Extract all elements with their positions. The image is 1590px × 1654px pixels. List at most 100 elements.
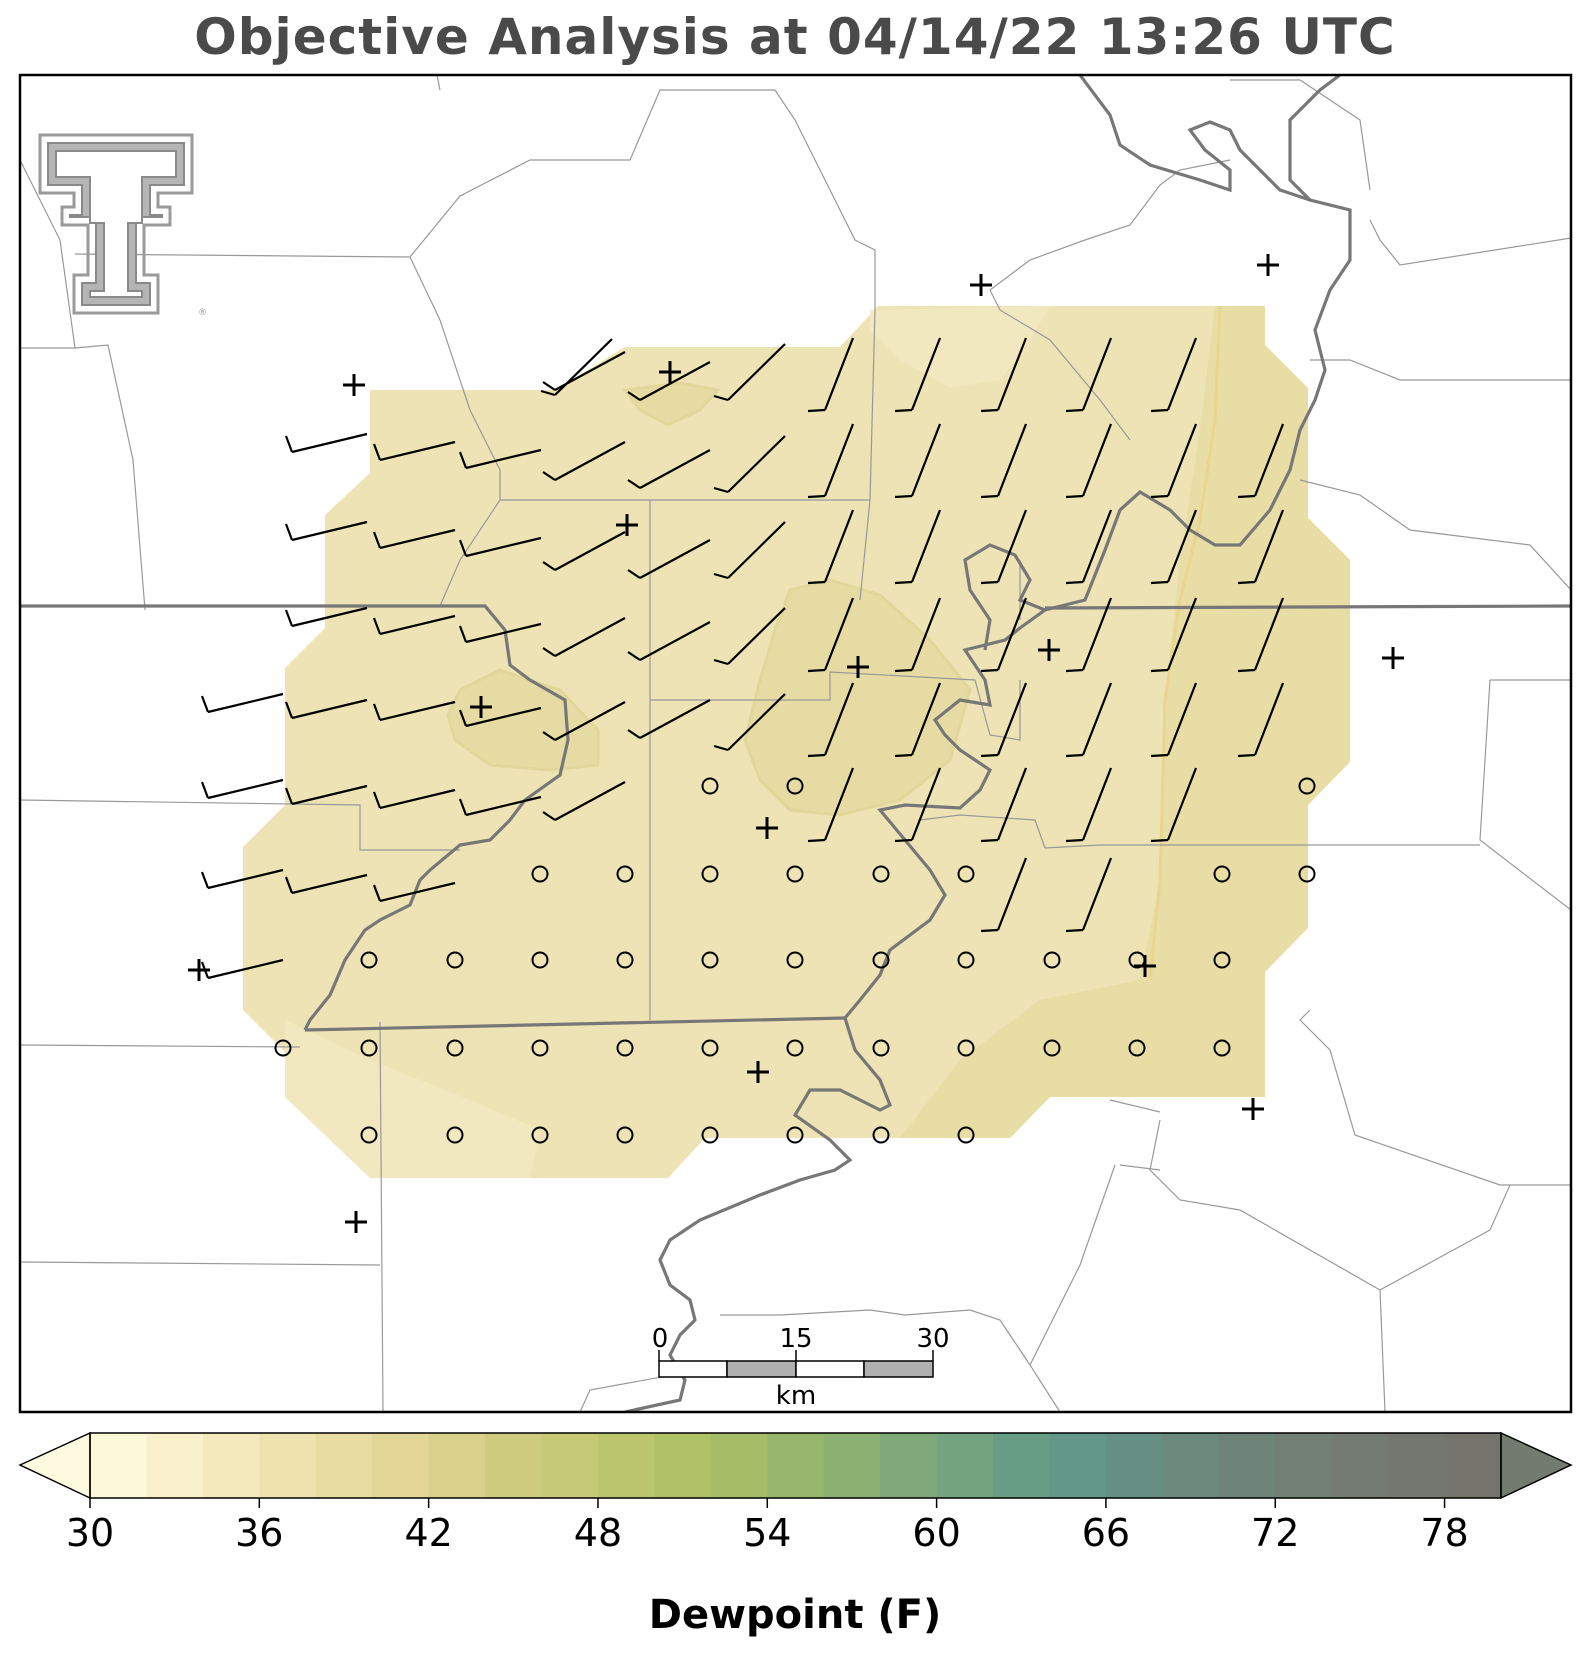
wind-barb <box>1065 509 1113 585</box>
wind-barb <box>284 606 368 628</box>
calm-wind-markers <box>274 777 1316 1144</box>
colorbar-tick-label: 66 <box>1082 1511 1130 1555</box>
calm-wind-circle <box>957 1126 975 1144</box>
calm-wind-circle <box>786 951 804 969</box>
calm-wind-circle <box>872 1039 890 1057</box>
wind-barbs <box>200 337 1285 980</box>
station-plus-marker <box>747 1061 769 1083</box>
wind-barb <box>980 767 1028 843</box>
station-plus-marker <box>188 959 210 981</box>
wind-barb <box>540 338 613 397</box>
wind-barb <box>1150 682 1198 758</box>
scale-label-0: 0 <box>652 1324 669 1354</box>
wind-barb <box>284 873 368 895</box>
colorbar-cell <box>428 1433 486 1498</box>
wind-barb <box>1065 857 1113 933</box>
calm-wind-circle <box>1213 1039 1231 1057</box>
wind-barb <box>894 767 942 843</box>
wind-barb <box>542 781 626 821</box>
calm-wind-circle <box>531 1039 549 1057</box>
river-mississippi-upper <box>1078 75 1311 202</box>
colorbar-cell <box>710 1433 768 1498</box>
colorbar-cell <box>1049 1433 1107 1498</box>
wind-barb <box>1237 423 1285 499</box>
river-ohio-lower <box>624 1017 893 1412</box>
wind-barb <box>1150 597 1198 673</box>
calm-wind-circle <box>1043 1039 1061 1057</box>
scale-unit: km <box>776 1381 816 1411</box>
calm-wind-circle <box>1128 1039 1146 1057</box>
wind-barb <box>713 521 786 580</box>
station-plus-marker <box>345 1211 367 1233</box>
wind-barb <box>980 857 1028 933</box>
wind-barb <box>1065 767 1113 843</box>
calm-wind-circle <box>701 951 719 969</box>
calm-wind-circle <box>701 1039 719 1057</box>
calm-wind-circle <box>872 951 890 969</box>
colorbar-cell <box>823 1433 881 1498</box>
wind-barb <box>1150 423 1198 499</box>
station-markers <box>188 254 1404 1233</box>
wind-barb <box>284 520 368 542</box>
station-plus-marker <box>756 817 778 839</box>
calm-wind-circle <box>872 865 890 883</box>
wind-barb <box>200 692 284 714</box>
wind-barb <box>627 361 711 401</box>
colorbar-cell <box>654 1433 712 1498</box>
wind-barb <box>200 868 284 890</box>
calm-wind-circle <box>446 1039 464 1057</box>
colorbar-cell <box>1162 1433 1220 1498</box>
station-plus-marker <box>1382 647 1404 669</box>
wind-barb <box>458 622 542 644</box>
wind-barb <box>980 509 1028 585</box>
river-kaskaskia <box>963 543 1046 651</box>
wind-barb <box>372 700 456 722</box>
colorbar-cell <box>485 1433 543 1498</box>
colorbar-cell <box>767 1433 825 1498</box>
colorbar-cell <box>1444 1433 1502 1498</box>
wind-barb <box>713 435 786 494</box>
colorbar-cell <box>597 1433 655 1498</box>
calm-wind-circle <box>616 951 634 969</box>
wind-barb <box>200 778 284 800</box>
colorbar-frame <box>89 1432 1502 1499</box>
texas-tech-double-t-logo: ® <box>38 133 207 318</box>
station-plus-marker <box>1134 955 1156 977</box>
wind-barb <box>1065 337 1113 413</box>
station-plus-marker <box>970 274 992 296</box>
wind-barb <box>627 699 711 739</box>
wind-barb <box>1065 682 1113 758</box>
calm-wind-circle <box>1213 865 1231 883</box>
wind-barb <box>807 767 855 843</box>
colorbar-label: Dewpoint (F) <box>649 1592 942 1638</box>
wind-barb <box>1065 597 1113 673</box>
wind-barb <box>980 682 1028 758</box>
state-boundaries <box>20 75 1571 1412</box>
wind-barb <box>1237 682 1285 758</box>
dewpoint-region-darker-east <box>900 306 1350 1138</box>
calm-wind-circle <box>531 1126 549 1144</box>
colorbar-tick-label: 60 <box>912 1511 960 1555</box>
wind-barb <box>627 539 711 579</box>
wind-barb <box>284 698 368 720</box>
calm-wind-circle <box>786 1039 804 1057</box>
colorbar-cell <box>993 1433 1051 1498</box>
calm-wind-circle <box>616 865 634 883</box>
colorbar-cell <box>259 1433 317 1498</box>
wind-barb <box>1237 597 1285 673</box>
wind-barb <box>980 423 1028 499</box>
wind-barb <box>1065 423 1113 499</box>
wind-barb <box>807 509 855 585</box>
wind-barb <box>894 337 942 413</box>
colorbar-tick-label: 54 <box>743 1511 791 1555</box>
wind-barb <box>284 784 368 806</box>
colorbar-cell <box>90 1433 148 1498</box>
colorbar-cell <box>1331 1433 1389 1498</box>
svg-text:®: ® <box>198 308 207 318</box>
wind-barb <box>980 597 1028 673</box>
wind-barb <box>807 337 855 413</box>
dewpoint-region-small-north <box>622 381 721 427</box>
station-plus-marker <box>847 656 869 678</box>
wind-barb <box>894 682 942 758</box>
